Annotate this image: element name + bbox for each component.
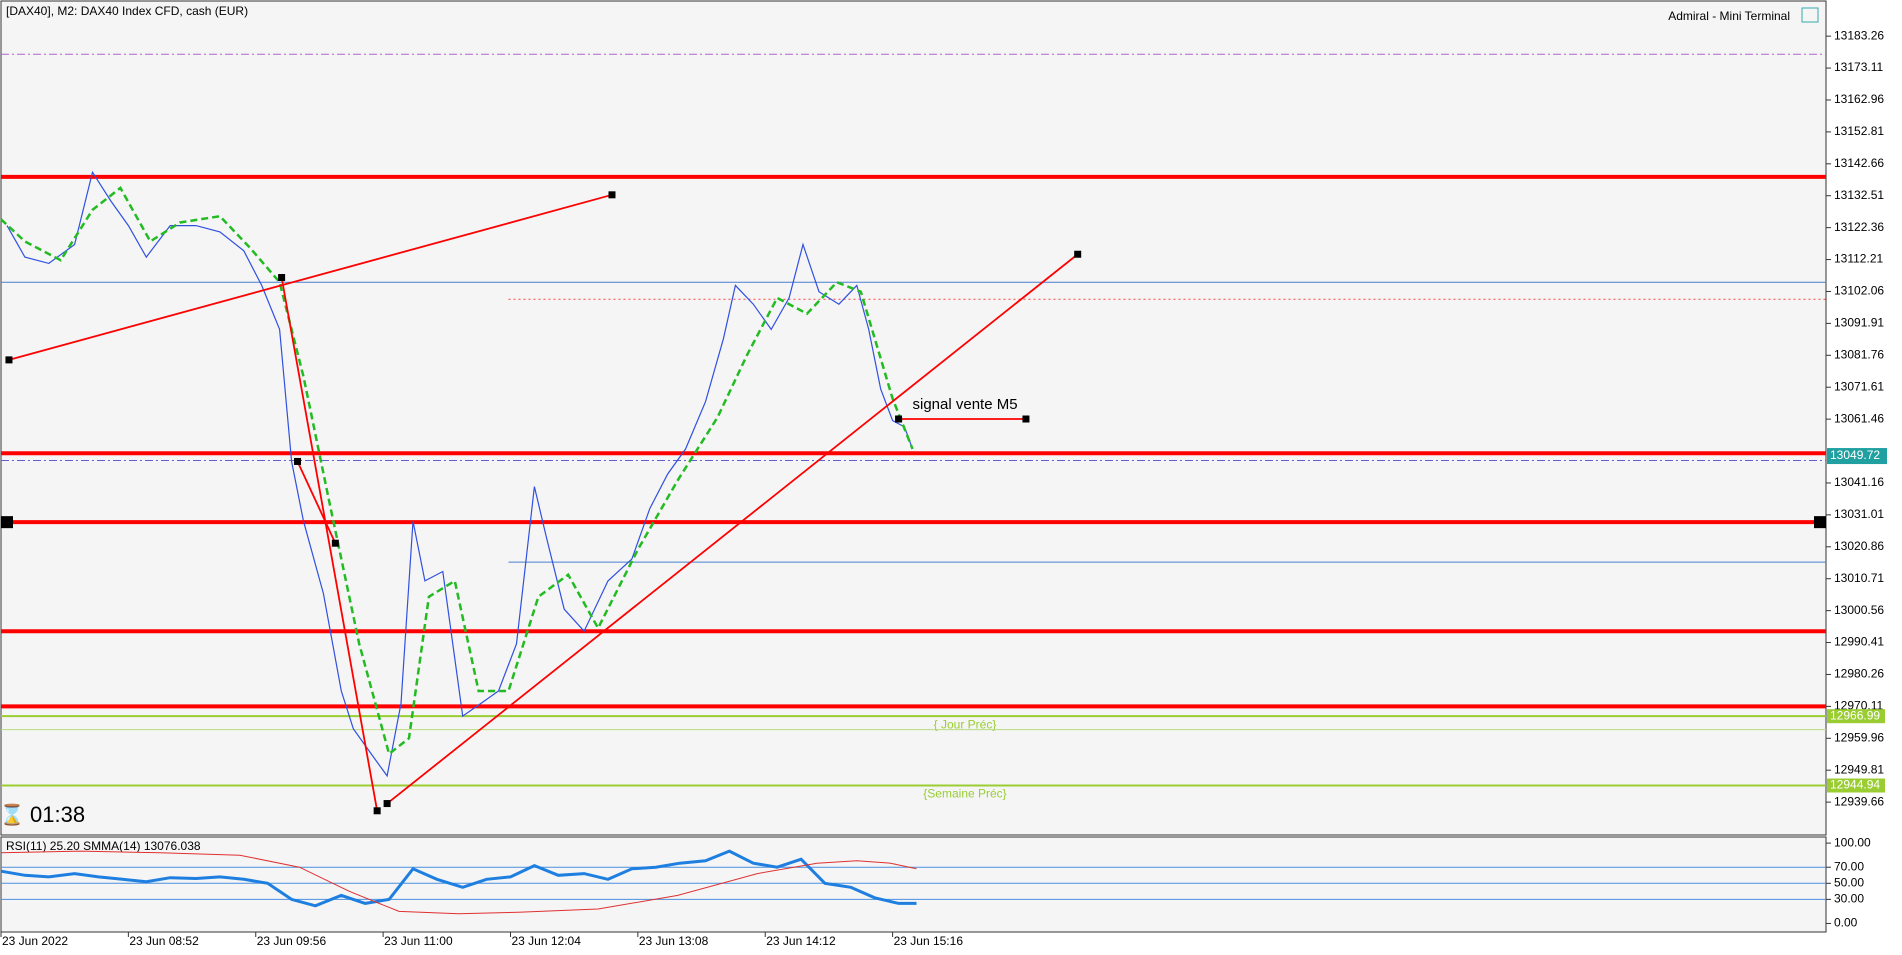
annotation: signal vente M5: [913, 396, 1018, 413]
x-tick-label: 23 Jun 13:08: [639, 934, 709, 948]
trendline-point: [895, 415, 903, 423]
y-tick-label: 100.00: [1834, 835, 1871, 849]
y-tick-label: 13142.66: [1834, 156, 1884, 170]
y-tick-label: 13020.86: [1834, 539, 1884, 553]
y-tick-label: 13152.81: [1834, 124, 1884, 138]
y-tick-label: 30.00: [1834, 892, 1864, 906]
y-tick-label: 12970.11: [1834, 699, 1883, 713]
trendline-point: [1074, 250, 1082, 258]
level-tag-label: 12944.94: [1830, 778, 1880, 792]
x-tick-label: 23 Jun 12:04: [511, 934, 581, 948]
trendline-point: [373, 807, 381, 815]
level-handle: [1814, 516, 1826, 529]
timer-icon: ⌛: [0, 802, 24, 826]
y-tick-label: 13010.71: [1834, 571, 1884, 585]
level-label: { Jour Préc}: [934, 717, 997, 731]
y-tick-label: 13071.61: [1834, 379, 1884, 393]
chart-title: [DAX40], M2: DAX40 Index CFD, cash (EUR): [6, 4, 248, 18]
y-tick-label: 13061.46: [1834, 411, 1884, 425]
x-tick-label: 23 Jun 2022: [2, 934, 68, 948]
y-tick-label: 13173.11: [1834, 60, 1883, 74]
trendline: [8, 193, 613, 361]
price-line: [6, 170, 914, 778]
y-tick-label: 13102.06: [1834, 284, 1884, 298]
y-tick-label: 13112.21: [1834, 252, 1883, 266]
price-panel: [0, 0, 1827, 836]
trendline-point: [331, 539, 339, 547]
trendline-point: [5, 356, 13, 364]
y-tick-label: 13132.51: [1834, 188, 1884, 202]
y-tick-label: 13081.76: [1834, 347, 1884, 361]
level-tag: [1827, 778, 1885, 793]
trendline-point: [278, 274, 286, 282]
trendline-point: [608, 191, 616, 199]
x-tick-label: 23 Jun 09:56: [257, 934, 327, 948]
x-tick-label: 23 Jun 14:12: [766, 934, 836, 948]
y-tick-label: 12949.81: [1834, 762, 1884, 776]
y-tick-label: 12939.66: [1834, 794, 1884, 808]
level-label: {Semaine Préc}: [923, 787, 1006, 801]
y-tick-label: 13122.36: [1834, 220, 1884, 234]
trendline: [280, 277, 379, 811]
x-tick-label: 23 Jun 11:00: [384, 934, 453, 948]
current-price-label: 13049.72: [1830, 448, 1880, 462]
rsi-panel: [0, 836, 1827, 933]
terminal-icon: [1801, 7, 1819, 23]
y-tick-label: 12980.26: [1834, 667, 1884, 681]
y-tick-label: 13162.96: [1834, 92, 1884, 106]
y-tick-label: 70.00: [1834, 859, 1864, 873]
y-tick-label: 0.00: [1834, 916, 1858, 930]
moving-average: [0, 186, 914, 757]
trendline-point: [383, 800, 391, 808]
y-tick-label: 13183.26: [1834, 28, 1884, 42]
y-tick-label: 12959.96: [1834, 730, 1884, 744]
y-tick-label: 50.00: [1834, 875, 1864, 889]
y-tick-label: 13041.16: [1834, 475, 1884, 489]
trendline: [386, 253, 1079, 805]
trendline-point: [1022, 415, 1030, 423]
level-tag: [1827, 709, 1885, 724]
current-price-tag: [1827, 448, 1887, 465]
trendline: [296, 461, 337, 544]
y-tick-label: 13000.56: [1834, 603, 1884, 617]
level-tag-label: 12966.99: [1830, 708, 1880, 722]
y-tick-label: 12990.41: [1834, 635, 1884, 649]
smma-line: [0, 850, 917, 915]
x-tick-label: 23 Jun 15:16: [894, 934, 964, 948]
terminal-name: Admiral - Mini Terminal: [1668, 9, 1790, 23]
timer: 01:38: [30, 802, 85, 827]
rsi-line: [0, 849, 917, 908]
level-handle: [1, 516, 13, 529]
y-tick-label: 13091.91: [1834, 316, 1884, 330]
rsi-label: RSI(11) 25.20 SMMA(14) 13076.038: [6, 839, 201, 853]
x-tick-label: 23 Jun 08:52: [129, 934, 199, 948]
y-tick-label: 13031.01: [1834, 507, 1884, 521]
trendline-point: [294, 457, 302, 465]
